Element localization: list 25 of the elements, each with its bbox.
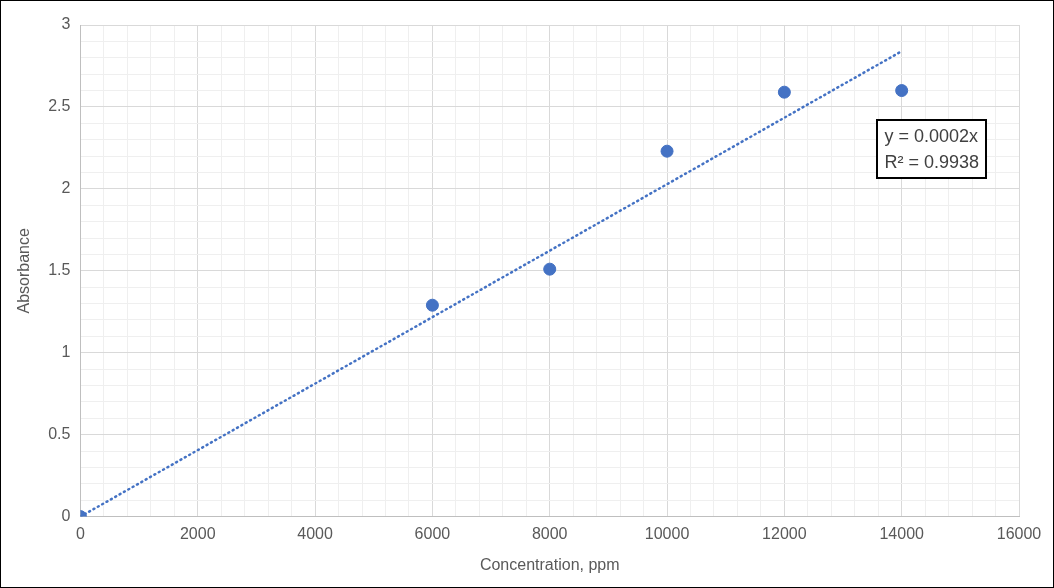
- x-tick-label: 14000: [879, 524, 925, 542]
- point: [543, 262, 557, 276]
- point: [895, 84, 909, 98]
- y-tick-label: 3: [61, 15, 71, 33]
- x-tick-label: 4000: [297, 524, 333, 542]
- x-tick-label: 0: [75, 524, 85, 542]
- x-tick-label: 12000: [762, 524, 807, 542]
- x-tick-label: 2000: [179, 524, 216, 542]
- x-tick-label: 6000: [414, 524, 451, 542]
- annotation: y = 0.0002x: [884, 125, 979, 148]
- x-tick-label: 8000: [531, 524, 568, 542]
- y-tick-label: 0: [61, 507, 71, 525]
- x-tick-label: 10000: [644, 524, 690, 542]
- point: [660, 144, 674, 158]
- point: [425, 298, 439, 312]
- y-tick-label: 1: [61, 343, 71, 361]
- point: [777, 85, 791, 99]
- y-tick-label: 2: [61, 179, 71, 197]
- y-tick-label: 1.5: [48, 261, 71, 279]
- y-axis-title: Absorbance: [15, 228, 33, 314]
- x-axis-title: Concentration, ppm: [479, 555, 620, 573]
- x-tick-label: 16000: [996, 524, 1042, 542]
- y-tick-label: 0.5: [48, 425, 71, 443]
- y-tick-label: 2.5: [48, 97, 71, 115]
- annotation: R² = 0.9938: [884, 151, 979, 174]
